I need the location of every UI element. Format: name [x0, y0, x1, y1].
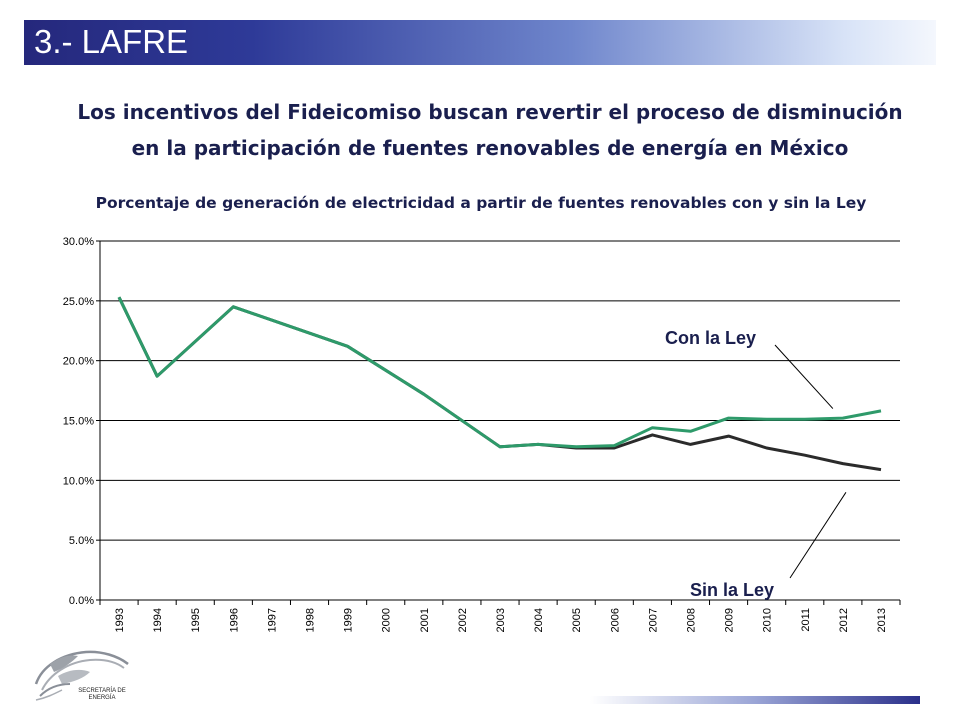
- x-tick-label: 2007: [647, 608, 659, 632]
- subtitle-line-1: Los incentivos del Fideicomiso buscan re…: [77, 100, 903, 124]
- x-tick-label: 2008: [685, 608, 697, 632]
- y-tick-label: 5.0%: [69, 535, 94, 547]
- x-tick-label: 1998: [305, 608, 317, 632]
- x-tick-label: 1995: [190, 608, 202, 632]
- sin-ley-label: Sin la Ley: [690, 580, 774, 600]
- x-tick-label: 2011: [800, 608, 812, 632]
- y-tick-label: 10.0%: [63, 475, 94, 487]
- x-tick-labels: 1993 1994 1995 1996 1997 1998 1999 2000 2001 2002…: [114, 608, 888, 632]
- series-lines: [117, 296, 882, 472]
- logo-caption-line-2: ENERGÍA: [88, 695, 116, 701]
- x-tick-label: 1997: [266, 608, 278, 632]
- x-tick-label: 2002: [457, 608, 469, 632]
- y-tick-label: 25.0%: [63, 296, 94, 308]
- con-ley-leader: [774, 344, 834, 409]
- annotations: Con la Ley Sin la Ley: [665, 328, 847, 600]
- y-tick-label: 30.0%: [63, 236, 94, 248]
- x-tick-label: 2010: [762, 608, 774, 632]
- series-line-con-la-ley: [117, 296, 882, 449]
- y-tick-label: 20.0%: [63, 356, 94, 368]
- title-bar: 3.- LAFRE: [24, 20, 936, 65]
- chart-axes: [96, 240, 901, 605]
- logo-caption: SECRETARÍA DE ENERGÍA: [72, 688, 132, 702]
- x-tick-label: 1993: [114, 608, 126, 632]
- x-tick-label: 2013: [876, 608, 888, 632]
- y-tick-label: 0.0%: [69, 595, 94, 607]
- x-tick-label: 2001: [419, 608, 431, 632]
- x-tick-label: 2004: [533, 608, 545, 632]
- series-line-sin-la-ley: [117, 296, 882, 472]
- x-tick-label: 1999: [343, 608, 355, 632]
- slide-title: 3.- LAFRE: [34, 23, 189, 60]
- x-tick-label: 2005: [571, 608, 583, 632]
- chart-title: Porcentaje de generación de electricidad…: [95, 194, 867, 212]
- sener-logo: [34, 650, 129, 701]
- y-tick-label: 15.0%: [63, 416, 94, 428]
- x-tick-label: 2000: [381, 608, 393, 632]
- con-ley-label: Con la Ley: [665, 328, 756, 348]
- logo-caption-line-1: SECRETARÍA DE: [78, 688, 126, 694]
- x-tick-label: 2003: [495, 608, 507, 632]
- x-tick-label: 1994: [152, 608, 164, 632]
- footer-bar: [590, 696, 920, 704]
- subtitle-line-2: en la participación de fuentes renovable…: [131, 136, 849, 160]
- x-tick-label: 2012: [838, 608, 850, 632]
- x-tick-label: 2009: [724, 608, 736, 632]
- sin-ley-leader: [789, 492, 847, 579]
- x-tick-label: 2006: [609, 608, 621, 632]
- x-tick-label: 1996: [228, 608, 240, 632]
- y-tick-labels: 0.0% 5.0% 10.0% 15.0% 20.0% 25.0% 30.0%: [63, 236, 94, 607]
